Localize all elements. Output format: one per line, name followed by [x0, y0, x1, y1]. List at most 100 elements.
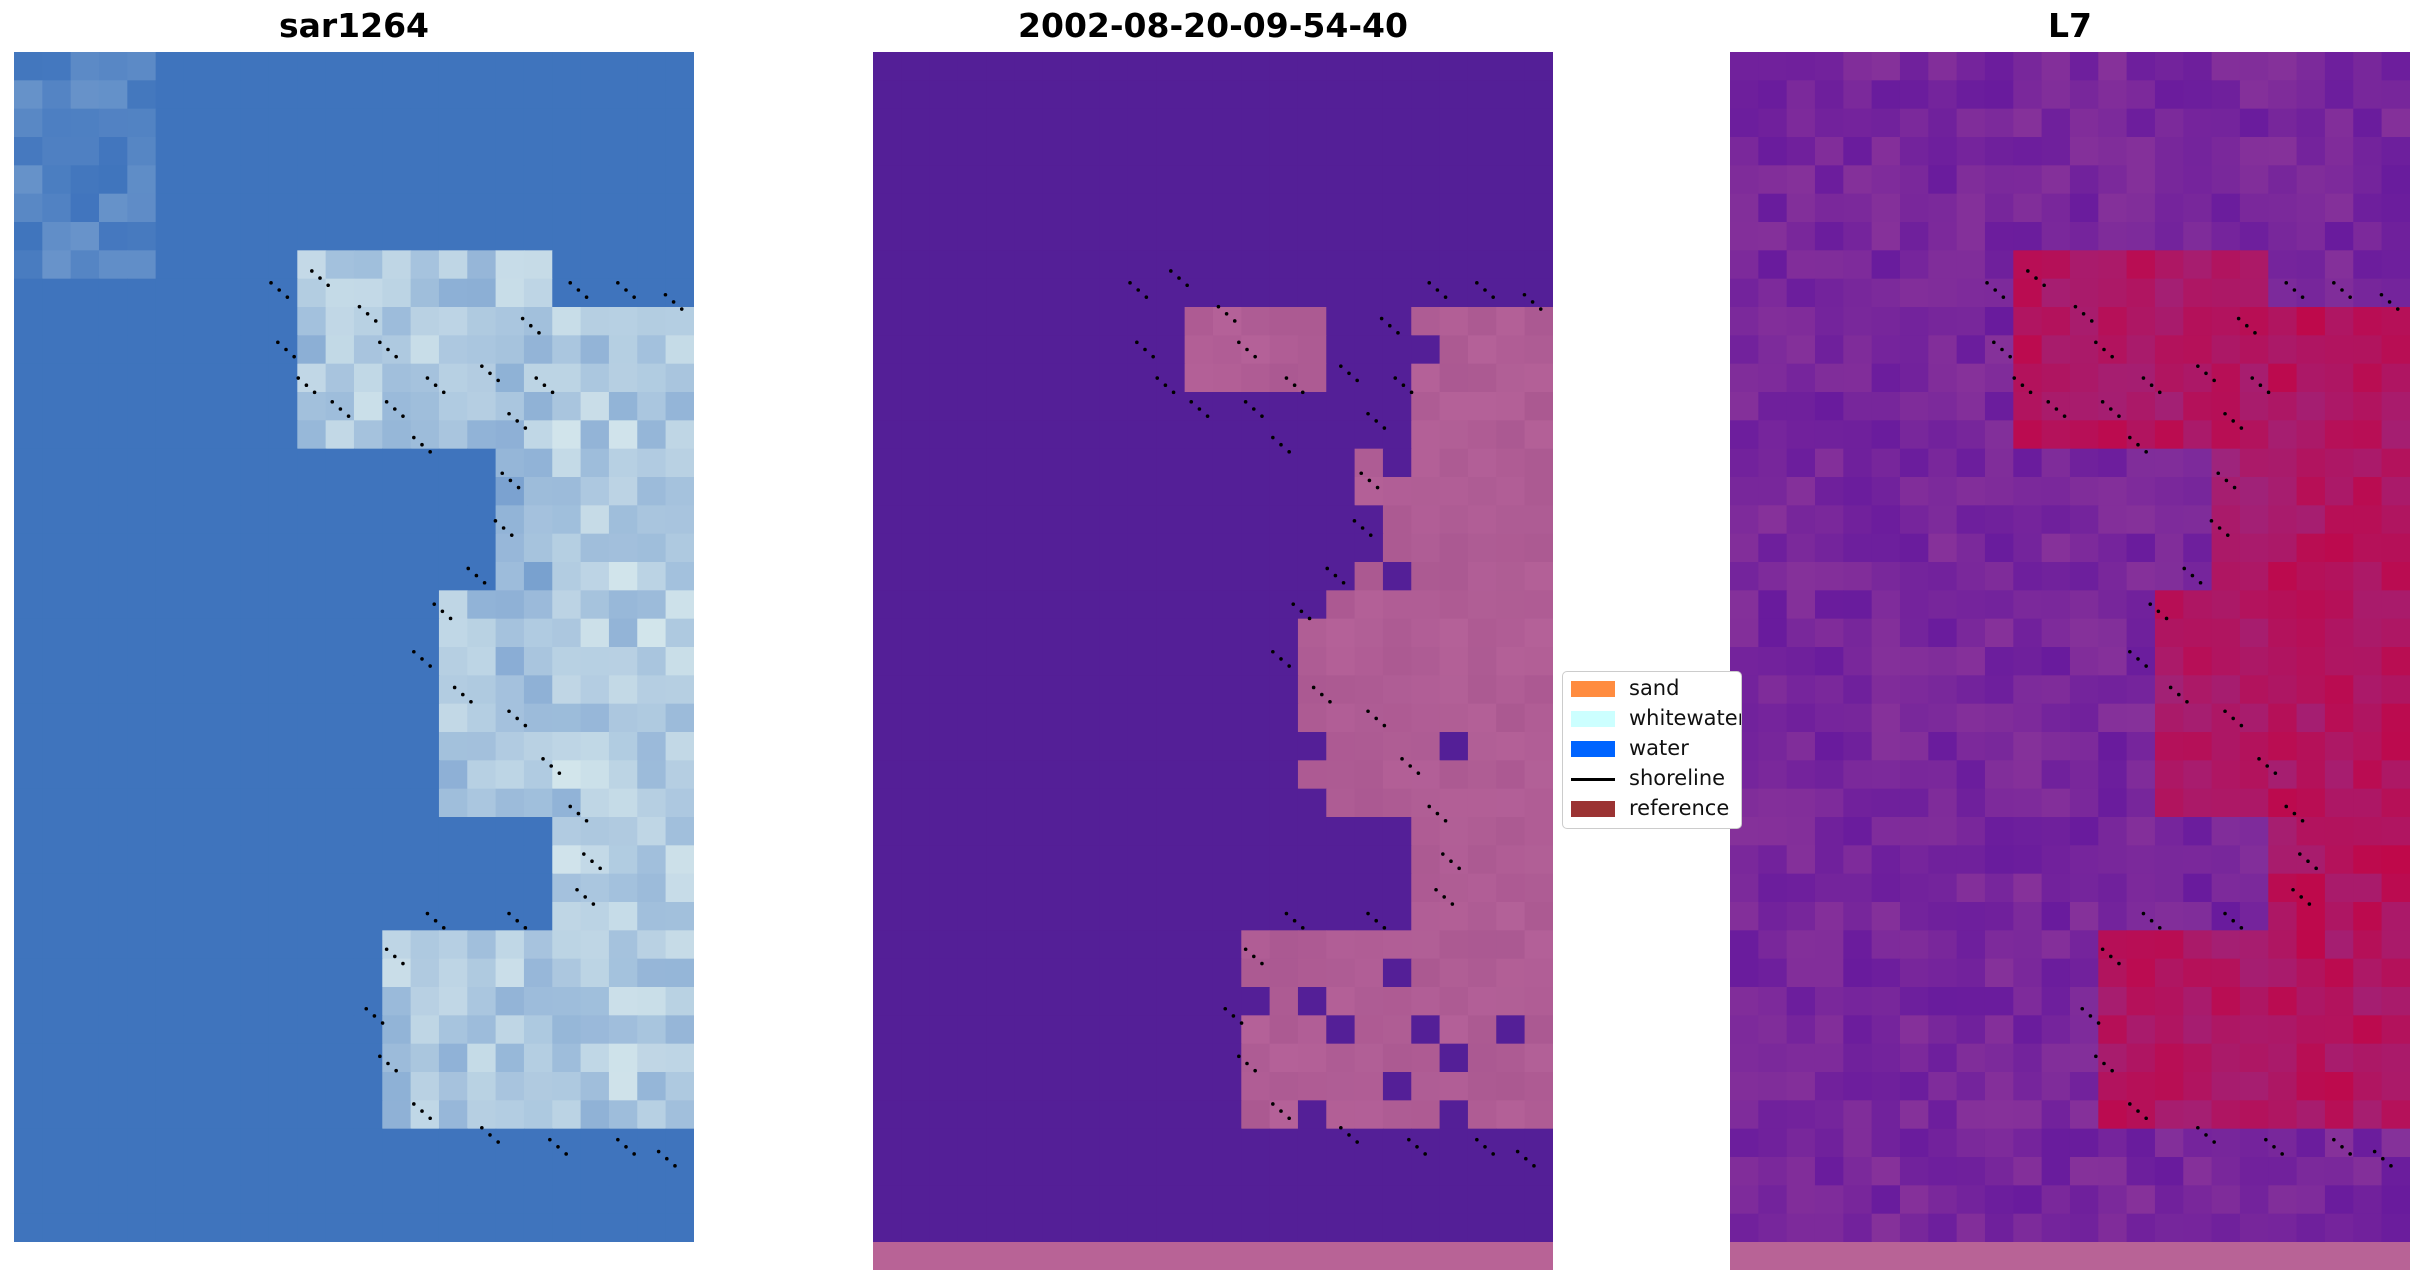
index-pixel — [1814, 562, 1844, 591]
index-pixel — [1928, 958, 1958, 988]
rgb-pixel — [608, 108, 638, 138]
classified-pixel — [873, 845, 902, 875]
shoreline-dot — [1415, 1145, 1419, 1149]
classified-pixel — [1467, 52, 1497, 81]
index-pixel — [2183, 278, 2213, 308]
classified-pixel — [1326, 1043, 1356, 1073]
index-pixel — [1843, 590, 1873, 620]
index-pixel — [1928, 1072, 1958, 1101]
rgb-pixel — [297, 108, 327, 138]
rgb-pixel — [353, 1157, 383, 1186]
rgb-pixel — [212, 193, 242, 223]
rgb-pixel — [637, 193, 667, 223]
classified-pixel — [1042, 788, 1072, 818]
index-pixel — [1758, 703, 1788, 733]
rgb-pixel — [325, 562, 355, 591]
index-pixel — [2041, 80, 2071, 110]
classified-pixel — [1269, 675, 1299, 705]
rgb-pixel — [14, 250, 43, 280]
rgb-pixel — [240, 902, 270, 931]
classified-pixel — [1382, 788, 1412, 818]
index-pixel — [1928, 930, 1958, 960]
index-pixel — [1956, 80, 1986, 110]
rgb-pixel — [665, 1043, 694, 1073]
index-pixel — [2381, 307, 2410, 336]
rgb-pixel — [637, 533, 667, 563]
classified-pixel — [901, 222, 931, 251]
index-pixel — [1786, 52, 1816, 81]
classified-pixel — [929, 108, 959, 138]
classified-pixel — [986, 165, 1016, 195]
index-pixel — [1928, 1128, 1958, 1158]
rgb-pixel — [14, 647, 43, 676]
classified-pixel — [1269, 562, 1299, 591]
index-pixel — [2211, 420, 2241, 450]
rgb-pixel — [42, 335, 72, 365]
rgb-pixel — [523, 278, 553, 308]
rgb-pixel — [467, 420, 497, 450]
index-pixel — [2211, 1072, 2241, 1101]
rgb-pixel — [467, 987, 497, 1016]
classified-pixel — [1354, 760, 1384, 790]
rgb-pixel — [325, 477, 355, 506]
rgb-pixel — [42, 1213, 72, 1242]
classified-pixel — [957, 1157, 987, 1186]
shoreline-dot — [523, 723, 528, 728]
shoreline-dot — [1243, 947, 1248, 952]
shoreline-dot — [1483, 1145, 1487, 1149]
index-pixel — [1786, 1015, 1816, 1045]
index-pixel — [1871, 193, 1901, 223]
classified-pixel — [873, 307, 902, 336]
classified-pixel — [873, 987, 902, 1016]
classified-pixel — [1127, 873, 1157, 903]
classified-pixel — [1099, 647, 1129, 676]
rgb-pixel — [353, 958, 383, 988]
shoreline-dot — [2109, 407, 2113, 411]
classified-pixel — [1467, 1213, 1497, 1243]
rgb-pixel — [665, 137, 694, 166]
classified-pixel — [1354, 987, 1384, 1016]
index-pixel — [2183, 363, 2213, 393]
rgb-pixel — [608, 562, 638, 591]
index-pixel — [2098, 1157, 2128, 1186]
classified-pixel — [1212, 505, 1242, 535]
rgb-pixel — [240, 590, 270, 620]
index-pixel — [2268, 363, 2298, 393]
rgb-pixel — [183, 392, 213, 421]
rgb-pixel — [665, 52, 694, 81]
rgb-pixel — [608, 80, 638, 110]
rgb-pixel — [297, 1185, 327, 1215]
classified-pixel — [1354, 363, 1384, 393]
classified-pixel — [1524, 278, 1553, 308]
rgb-pixel — [495, 902, 525, 931]
shoreline-dot — [1292, 383, 1297, 388]
classified-pixel — [1014, 392, 1044, 421]
rgb-pixel — [438, 52, 468, 81]
index-pixel — [1814, 1157, 1844, 1186]
rgb-pixel — [467, 845, 497, 875]
index-pixel — [1956, 1100, 1986, 1130]
index-pixel — [2069, 987, 2099, 1016]
index-pixel — [1730, 1213, 1759, 1243]
index-pixel — [2041, 278, 2071, 308]
index-pixel — [2183, 250, 2213, 280]
classified-pixel — [1411, 193, 1441, 223]
rgb-pixel — [127, 647, 157, 676]
classified-pixel — [1411, 1015, 1441, 1045]
classified-pixel — [1212, 930, 1242, 960]
index-pixel — [1899, 193, 1929, 223]
classified-pixel — [1326, 307, 1356, 336]
index-pixel — [2381, 788, 2410, 818]
index-pixel — [2268, 675, 2298, 705]
rgb-pixel — [183, 278, 213, 308]
index-pixel — [1730, 505, 1759, 535]
shoreline-dot — [2073, 304, 2078, 309]
index-pixel — [2154, 448, 2184, 478]
classified-pixel — [873, 250, 902, 280]
index-pixel — [1758, 562, 1788, 591]
index-pixel — [1730, 477, 1759, 506]
index-pixel — [1786, 987, 1816, 1016]
classified-pixel — [901, 1100, 931, 1130]
legend-swatch-whitewater — [1571, 711, 1615, 727]
rgb-pixel — [127, 590, 157, 620]
